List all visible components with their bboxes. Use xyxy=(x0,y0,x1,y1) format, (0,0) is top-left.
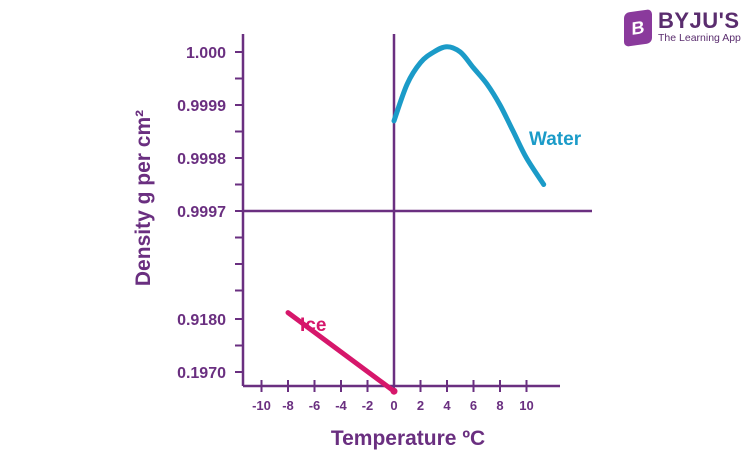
brand-text: BYJU'S The Learning App xyxy=(658,10,741,45)
brand-name: BYJU'S xyxy=(658,8,740,33)
x-tick-label: -6 xyxy=(309,398,321,413)
x-axis-label: Temperature ºC xyxy=(331,427,485,450)
series-line-water xyxy=(391,44,547,187)
x-tick-label: -4 xyxy=(335,398,347,413)
x-tick-label: 0 xyxy=(390,398,397,413)
x-tick-label: 2 xyxy=(417,398,424,413)
y-axis-label: Density g per cm² xyxy=(132,110,155,286)
x-tick-label: -2 xyxy=(362,398,374,413)
series-line-ice xyxy=(285,310,397,394)
x-tick-label: 10 xyxy=(519,398,533,413)
x-tick-label: 6 xyxy=(470,398,477,413)
y-tick-label: 1.000 xyxy=(186,45,226,62)
y-tick-label: 0.9999 xyxy=(177,98,226,115)
y-tick-label: 0.9180 xyxy=(177,312,226,329)
x-tick-label: 8 xyxy=(496,398,503,413)
x-tick-label: -8 xyxy=(282,398,294,413)
y-tick-label: 0.9998 xyxy=(177,151,226,168)
series-point-ice-end xyxy=(390,387,398,395)
x-tick-label: 4 xyxy=(443,398,451,413)
series-label-ice: Ice xyxy=(300,315,326,336)
brand-badge-icon: B xyxy=(624,8,652,47)
x-tick-label: -10 xyxy=(252,398,271,413)
brand-tagline: The Learning App xyxy=(658,32,741,44)
y-tick-label: 0.9997 xyxy=(177,204,226,221)
series-label-water: Water xyxy=(529,129,582,150)
brand-logo: B BYJU'S The Learning App xyxy=(624,8,741,47)
y-tick-label: 0.1970 xyxy=(177,365,226,382)
